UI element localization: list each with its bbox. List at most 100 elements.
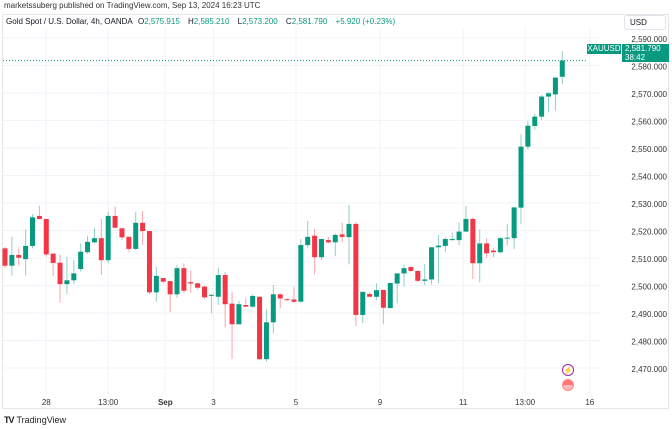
candle-body	[236, 304, 242, 325]
candle-body	[215, 275, 221, 297]
candle-body	[497, 238, 503, 253]
candle	[456, 222, 462, 246]
candle	[277, 293, 283, 309]
candle-body	[435, 245, 441, 248]
us-flag-event-icon[interactable]	[562, 379, 574, 391]
candle	[408, 265, 414, 273]
price-tick-label: 2,470.000	[631, 365, 667, 374]
candle-body	[146, 231, 152, 293]
candle	[2, 246, 8, 269]
candle-body	[442, 239, 448, 246]
candle-body	[160, 278, 166, 282]
candle-body	[85, 241, 91, 253]
price-tick-label: 2,550.000	[631, 145, 667, 154]
candle-body	[30, 217, 36, 246]
high-label: H	[188, 17, 194, 26]
candle	[9, 236, 15, 276]
candle-body	[525, 125, 531, 147]
candle	[126, 236, 132, 252]
candle	[188, 270, 194, 293]
candle	[208, 293, 214, 314]
candle	[415, 270, 421, 282]
candle	[339, 222, 345, 243]
open-value: 2,575.915	[144, 17, 180, 26]
candle-body	[367, 294, 373, 297]
price-tick-label: 2,520.000	[631, 228, 667, 237]
candle	[477, 229, 483, 283]
candle	[91, 227, 97, 244]
candle	[85, 235, 91, 254]
candle	[36, 205, 42, 219]
change-value: +5.920 (+0.23%)	[335, 17, 396, 26]
candle	[490, 248, 496, 258]
candle-body	[518, 146, 524, 208]
candle	[470, 217, 476, 279]
candle-body	[511, 207, 517, 239]
candle-body	[270, 294, 276, 323]
candle	[305, 220, 311, 249]
candle-body	[126, 236, 132, 249]
candle-body	[429, 247, 435, 280]
candle-body	[284, 299, 290, 301]
close-label: C	[285, 17, 292, 26]
candle-body	[153, 275, 159, 293]
candle	[353, 222, 359, 326]
candle-body	[98, 238, 104, 261]
lightning-event-icon[interactable]: ⚡	[562, 364, 574, 376]
candle	[167, 281, 173, 313]
price-tick-label: 2,530.000	[631, 200, 667, 209]
candle-body	[202, 286, 208, 298]
candle-body	[408, 267, 414, 271]
time-tick-label: Sep	[158, 398, 173, 407]
candle-body	[43, 218, 49, 255]
candle-body	[353, 223, 359, 315]
low-value: 2,573.200	[242, 17, 278, 26]
candle-body	[174, 268, 180, 295]
candle	[442, 237, 448, 252]
price-tick-label: 2,590.000	[631, 35, 667, 44]
candle-body	[546, 93, 552, 97]
candle-body	[394, 273, 400, 284]
price-tick-label: 2,500.000	[631, 283, 667, 292]
candle	[559, 51, 565, 85]
candle	[546, 92, 552, 113]
candle	[429, 247, 435, 285]
candle-body	[504, 237, 510, 239]
candle-body	[208, 294, 214, 296]
candle-body	[9, 254, 15, 266]
candle	[346, 204, 352, 265]
candle-body	[332, 234, 338, 243]
candle-body	[91, 238, 97, 243]
candle-body	[374, 290, 380, 297]
currency-button[interactable]: USD	[624, 15, 666, 30]
candle-body	[23, 245, 29, 260]
candle	[43, 218, 49, 257]
candle-body	[477, 243, 483, 264]
price-tick-label: 2,510.000	[631, 255, 667, 264]
time-tick-label: 9	[378, 398, 383, 407]
candle-body	[229, 303, 235, 325]
candles	[2, 51, 565, 362]
candle	[23, 229, 29, 276]
candle	[112, 206, 118, 228]
candle	[298, 239, 304, 302]
candle	[394, 273, 400, 304]
high-value: 2,585.210	[193, 17, 230, 26]
candle	[367, 292, 373, 297]
candle	[98, 218, 104, 276]
candle-body	[250, 295, 256, 307]
candle-body	[552, 77, 558, 95]
candle-body	[277, 294, 283, 299]
grid	[3, 28, 600, 395]
candle	[229, 291, 235, 359]
bar-countdown: 38:42	[625, 53, 646, 62]
time-axis: 28 13:00 Sep 3 5 9 11 13:00 16	[42, 398, 595, 407]
candle-body	[112, 215, 118, 228]
candle	[318, 239, 324, 260]
symbol-legend: Gold Spot / U.S. Dollar, 4h, OANDA O2,57…	[6, 17, 398, 26]
candle	[202, 285, 208, 299]
candle-body	[387, 283, 393, 309]
tradingview-logo[interactable]: TV TradingView	[4, 415, 66, 425]
last-price-tag: 2,581.790 38:42	[622, 44, 669, 62]
